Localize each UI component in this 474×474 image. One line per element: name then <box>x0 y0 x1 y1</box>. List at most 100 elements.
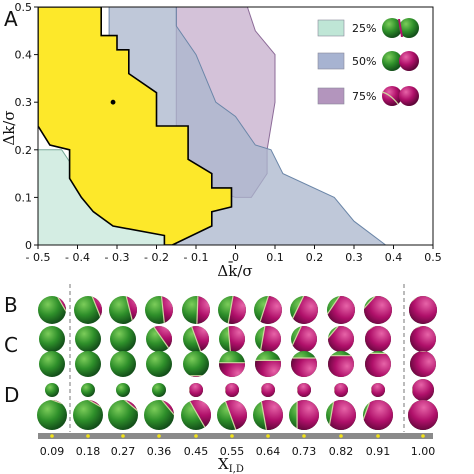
shape-c-upper <box>39 326 65 352</box>
shape-c-upper <box>75 326 101 352</box>
x-axis-label: Δk̄/σ <box>217 262 252 280</box>
panel-b-label: B <box>4 293 18 317</box>
xid-marker <box>50 434 54 438</box>
xid-value-label: 0.91 <box>366 445 391 458</box>
legend: 25% 50% 75% <box>317 18 419 106</box>
shape-b-vesicle <box>109 296 137 324</box>
legend-sphere-right <box>399 86 419 106</box>
xid-marker <box>86 434 90 438</box>
x-tick-label: - 0.5 <box>26 251 51 264</box>
vesicle-shapes <box>37 296 438 430</box>
shape-c-upper <box>146 326 172 352</box>
shape-d-head <box>412 379 434 401</box>
panel-c-label: C <box>4 333 18 357</box>
xid-marker <box>230 434 234 438</box>
shape-c-lower <box>75 351 101 377</box>
legend-sphere-right <box>399 51 419 71</box>
legend-label: 25% <box>352 22 376 35</box>
xid-value-label: 0.82 <box>329 445 354 458</box>
shape-c-upper <box>255 326 281 352</box>
y-axis-label: Δk/σ <box>0 110 18 145</box>
panel-d-label: D <box>4 383 19 407</box>
x-tick-label: - 0.1 <box>184 251 209 264</box>
shape-d-head <box>152 383 166 397</box>
shape-d-body <box>289 400 319 430</box>
shape-c-lower <box>110 351 136 377</box>
xid-value-label: 0.64 <box>256 445 281 458</box>
legend-boundary <box>381 91 399 105</box>
shape-c-lower <box>146 351 172 377</box>
y-tick-label: 0.2 <box>15 144 33 157</box>
xid-value-label: 0.73 <box>292 445 317 458</box>
xid-marker <box>302 434 306 438</box>
xid-marker <box>194 434 198 438</box>
shape-b-vesicle <box>182 296 210 324</box>
legend-label: 50% <box>352 55 376 68</box>
xid-axis-label: XI,D <box>218 455 244 474</box>
legend-swatch <box>317 87 345 105</box>
panel-a-label: A <box>4 7 18 31</box>
shape-c-upper <box>183 326 209 352</box>
shape-d-head <box>116 383 130 397</box>
shape-d-body <box>326 400 356 430</box>
y-tick-label: 0.3 <box>15 96 33 109</box>
xid-value-label: 0.18 <box>76 445 101 458</box>
x-tick-label: 0.2 <box>306 251 324 264</box>
x-tick-label: - 0.4 <box>65 251 90 264</box>
shape-b-vesicle <box>327 296 355 324</box>
shape-d-head <box>334 383 348 397</box>
shape-c-lower <box>328 351 354 377</box>
shape-d-head <box>371 383 385 397</box>
legend-label: 75% <box>352 90 376 103</box>
shape-b-vesicle <box>254 296 282 324</box>
shape-d-body <box>181 400 211 430</box>
x-tick-label: 0.3 <box>345 251 363 264</box>
y-tick-label: 0 <box>25 239 32 252</box>
shape-c-lower <box>255 351 281 377</box>
shape-c-lower <box>183 351 209 377</box>
xid-marker <box>421 434 425 438</box>
shape-d-body <box>108 400 138 430</box>
xid-value-label: 0.09 <box>40 445 65 458</box>
xid-value-label: 1.00 <box>411 445 436 458</box>
xid-marker <box>266 434 270 438</box>
legend-swatch <box>317 52 345 70</box>
shape-b-vesicle <box>290 296 318 324</box>
shape-c-lower <box>365 351 391 377</box>
shape-d-body <box>253 400 283 430</box>
phase-regions <box>38 7 387 245</box>
shape-b-vesicle <box>364 296 392 324</box>
xid-marker <box>157 434 161 438</box>
x-tick-label: - 0.2 <box>144 251 169 264</box>
xid-bar <box>38 433 433 439</box>
x-tick-label: - 0.3 <box>105 251 130 264</box>
shape-d-body <box>363 400 393 430</box>
legend-band <box>398 19 403 37</box>
shape-b-vesicle <box>74 296 102 324</box>
legend-sphere-left <box>382 86 402 106</box>
shape-c-upper <box>219 326 245 352</box>
x-tick-label: 0.4 <box>385 251 403 264</box>
x-tick-label: 0 <box>232 251 239 264</box>
shape-d-head <box>189 383 203 397</box>
shape-d-head <box>45 383 59 397</box>
x-tick-label: 0.5 <box>424 251 442 264</box>
shape-c-lower <box>39 351 65 377</box>
shape-c-lower <box>219 351 245 377</box>
shape-c-lower <box>410 351 436 377</box>
y-tick-label: 0.1 <box>15 191 33 204</box>
shape-d-body <box>144 400 174 430</box>
xid-marker <box>376 434 380 438</box>
xid-value-label: 0.36 <box>147 445 172 458</box>
shape-c-upper <box>110 326 136 352</box>
shape-d-head <box>81 383 95 397</box>
y-tick-label: 0.5 <box>15 1 33 14</box>
xid-marker <box>121 434 125 438</box>
y-axis-ticks: 0 0.1 0.2 0.3 0.4 0.5 <box>15 1 38 252</box>
shape-b-vesicle <box>38 296 66 324</box>
shape-d-body <box>37 400 67 430</box>
legend-sphere-right <box>399 18 419 38</box>
shape-d-head <box>261 383 275 397</box>
xid-value-label: 0.27 <box>111 445 136 458</box>
